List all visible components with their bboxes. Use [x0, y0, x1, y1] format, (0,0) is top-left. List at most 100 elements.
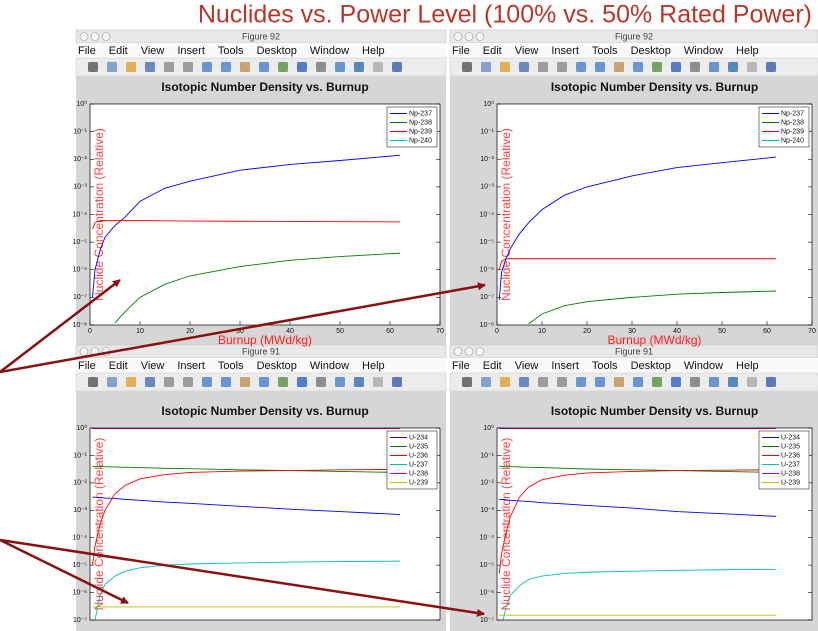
toolbar-icon: [278, 377, 288, 387]
menu-bar: [76, 358, 446, 373]
menu-item: Desktop: [257, 360, 297, 372]
x-tick-label: 50: [336, 328, 344, 335]
toolbar-icon: [595, 62, 605, 72]
menu-item: Help: [362, 45, 385, 57]
window-button: [79, 32, 89, 41]
y-tick-label: 10⁻⁵: [73, 562, 87, 569]
legend-label: Np-240: [409, 137, 432, 144]
menu-item: Help: [362, 360, 385, 372]
x-tick-label: 10: [538, 328, 546, 335]
menu-item: Tools: [218, 360, 244, 372]
x-tick-label: 20: [186, 328, 194, 335]
chart: Isotopic Number Density vs. Burnup Nuclid…: [73, 404, 441, 624]
toolbar-icon: [240, 62, 250, 72]
toolbar-icon: [519, 377, 529, 387]
toolbar-icon: [538, 62, 548, 72]
chart: Isotopic Number Density vs. Burnup Nuclid…: [480, 80, 816, 347]
toolbar-icon: [671, 377, 681, 387]
window-button: [453, 32, 463, 41]
toolbar-icon: [633, 377, 643, 387]
y-tick-label: 10⁻³: [73, 507, 87, 514]
legend-label: U-239: [409, 479, 428, 486]
x-tick-label: 70: [808, 328, 816, 335]
plot-border: [89, 427, 441, 621]
y-tick-label: 10⁻⁴: [73, 535, 88, 542]
toolbar-icon: [202, 377, 212, 387]
chart: Isotopic Number Density vs. Burnup Nuclid…: [480, 404, 813, 624]
menu-item: Tools: [592, 360, 618, 372]
menu-item: Insert: [177, 360, 205, 372]
chart-title: Isotopic Number Density vs. Burnup: [161, 80, 368, 94]
plot-area: [90, 104, 440, 325]
toolbar-icon: [354, 377, 364, 387]
toolbar-icon: [278, 62, 288, 72]
menu-item: Window: [310, 45, 349, 57]
toolbar-icon: [88, 62, 98, 72]
menu-item: Window: [684, 45, 723, 57]
menu-item: Tools: [218, 45, 244, 57]
chart: Isotopic Number Density vs. Burnup Nuclid…: [73, 80, 444, 347]
menu-item: Desktop: [631, 360, 671, 372]
legend-box: [386, 430, 438, 490]
legend-label: U-237: [409, 461, 428, 468]
toolbar-icon: [202, 62, 212, 72]
legend-label: Np-239: [409, 128, 432, 135]
y-tick-label: 10⁻⁴: [480, 535, 495, 542]
toolbar-icon: [481, 377, 491, 387]
chart-title: Isotopic Number Density vs. Burnup: [551, 80, 758, 94]
legend-label: U-236: [409, 452, 428, 459]
y-tick-label: 10⁻⁶: [480, 589, 494, 596]
window-title: Figure 92: [242, 31, 280, 41]
menu-item: Help: [736, 360, 759, 372]
y-tick-label: 10⁻¹: [73, 452, 87, 459]
legend-label: Np-238: [409, 119, 432, 126]
toolbar-icon: [183, 62, 193, 72]
toolbar-icon: [392, 62, 402, 72]
series-line: [94, 560, 401, 620]
toolbar-icon: [481, 62, 491, 72]
legend-label: U-234: [409, 434, 428, 441]
x-tick-label: 40: [673, 328, 681, 335]
toolbar-icon: [728, 377, 738, 387]
window-title: Figure 91: [242, 346, 280, 356]
toolbar-icon: [126, 62, 136, 72]
menu-bar: [450, 43, 818, 58]
window-button: [464, 32, 474, 41]
toolbar-icon: [690, 377, 700, 387]
toolbar-icon: [259, 377, 269, 387]
toolbar-icon: [183, 377, 193, 387]
y-tick-label: 10⁻⁸: [73, 322, 87, 329]
series-line: [114, 252, 401, 324]
y-axis-label: Nuclide Concentration (Relative): [92, 438, 106, 611]
y-tick-label: 10⁻⁵: [480, 562, 494, 569]
toolbar-icon: [652, 62, 662, 72]
toolbar-icon: [766, 62, 776, 72]
toolbar-icon: [709, 62, 719, 72]
toolbar-icon: [354, 62, 364, 72]
toolbar-icon: [164, 377, 174, 387]
toolbar-icon: [690, 62, 700, 72]
toolbar-icon: [500, 377, 510, 387]
y-tick-label: 10⁻⁷: [73, 294, 87, 301]
legend-label: Np-239: [781, 128, 804, 135]
menu-item: View: [141, 360, 165, 372]
toolbar-icon: [576, 377, 586, 387]
series-line: [498, 258, 776, 270]
toolbar-icon: [614, 62, 624, 72]
y-tick-label: 10⁻⁷: [480, 294, 494, 301]
toolbar-icon: [519, 62, 529, 72]
toolbar-icon: [335, 377, 345, 387]
y-tick-label: 10⁰: [483, 100, 494, 108]
legend-label: U-235: [409, 443, 428, 450]
toolbar-icon: [126, 377, 136, 387]
menu-item: File: [452, 45, 470, 57]
x-tick-label: 20: [583, 328, 591, 335]
y-tick-label: 10⁻³: [73, 184, 87, 191]
y-axis-label: Nuclide Concentration (Relative): [499, 128, 513, 301]
y-tick-label: 10⁻⁶: [73, 589, 87, 596]
menu-item: File: [78, 360, 96, 372]
toolbar-icon: [652, 377, 662, 387]
x-tick-label: 30: [236, 328, 244, 335]
y-axis-label: Nuclide Concentration (Relative): [499, 438, 513, 611]
